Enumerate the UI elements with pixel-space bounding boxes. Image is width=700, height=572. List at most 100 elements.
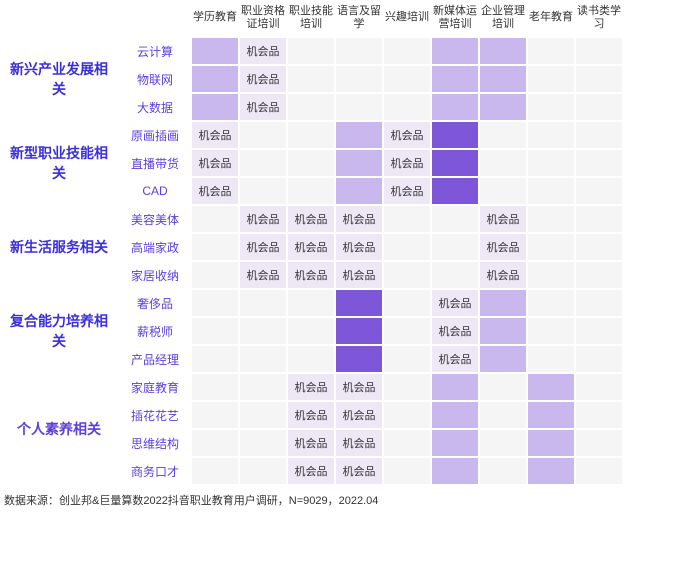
sub-label: 美容美体 (120, 206, 192, 234)
heat-cell (240, 346, 288, 374)
heat-cell (480, 374, 528, 402)
heat-cell (384, 374, 432, 402)
heat-cell: 机会品 (384, 178, 432, 206)
sub-label: 原画插画 (120, 122, 192, 150)
heat-cell: 机会品 (336, 234, 384, 262)
heat-cell (288, 38, 336, 66)
heat-cell (192, 38, 240, 66)
sub-label: 商务口才 (120, 458, 192, 486)
heat-cell (384, 262, 432, 290)
heat-cell (192, 402, 240, 430)
heat-cell (432, 66, 480, 94)
heat-cell: 机会品 (336, 458, 384, 486)
heat-cell (384, 346, 432, 374)
heat-cell: 机会品 (336, 262, 384, 290)
heat-cell (384, 290, 432, 318)
heat-cell (432, 402, 480, 430)
heat-cell: 机会品 (240, 206, 288, 234)
heat-cell: 机会品 (432, 290, 480, 318)
sub-label: 插花花艺 (120, 402, 192, 430)
heat-cell (288, 150, 336, 178)
heat-cell (528, 430, 576, 458)
heat-cell (576, 346, 624, 374)
heat-cell (336, 346, 384, 374)
group-label: 新生活服务相关 (0, 206, 120, 290)
heat-cell (336, 122, 384, 150)
heat-cell (192, 346, 240, 374)
source-note: 数据来源：创业邦&巨量算数2022抖音职业教育用户调研，N=9029，2022.… (0, 486, 700, 508)
heat-cell (480, 290, 528, 318)
heat-cell: 机会品 (384, 150, 432, 178)
heat-cell (432, 430, 480, 458)
heat-cell (288, 94, 336, 122)
heat-cell (432, 262, 480, 290)
sub-label: 直播带货 (120, 150, 192, 178)
heat-cell (528, 234, 576, 262)
column-header: 职业技能培训 (288, 0, 336, 38)
heat-cell (576, 458, 624, 486)
heat-cell (432, 122, 480, 150)
heat-cell (432, 206, 480, 234)
heat-cell (480, 66, 528, 94)
heat-cell (192, 458, 240, 486)
heat-cell (384, 234, 432, 262)
column-header: 学历教育 (192, 0, 240, 38)
heat-cell: 机会品 (336, 402, 384, 430)
heat-cell: 机会品 (288, 430, 336, 458)
heat-cell (480, 458, 528, 486)
heat-cell (528, 458, 576, 486)
heat-cell (576, 150, 624, 178)
heat-cell: 机会品 (288, 374, 336, 402)
heat-cell (432, 150, 480, 178)
heat-cell (480, 94, 528, 122)
heat-cell (528, 206, 576, 234)
heat-cell (432, 178, 480, 206)
heat-cell (528, 178, 576, 206)
heat-cell (384, 318, 432, 346)
heat-cell (576, 318, 624, 346)
heat-cell (192, 430, 240, 458)
heat-cell: 机会品 (480, 262, 528, 290)
heat-cell (576, 66, 624, 94)
heat-cell (528, 66, 576, 94)
heat-cell: 机会品 (192, 122, 240, 150)
heat-cell (288, 346, 336, 374)
column-header: 老年教育 (528, 0, 576, 38)
heat-cell (192, 234, 240, 262)
sub-label: 高端家政 (120, 234, 192, 262)
column-header: 职业资格证培训 (240, 0, 288, 38)
heat-cell (576, 234, 624, 262)
heat-cell (384, 94, 432, 122)
heat-cell (192, 206, 240, 234)
heat-cell (576, 262, 624, 290)
heat-cell (480, 178, 528, 206)
heat-cell (480, 402, 528, 430)
heat-cell (480, 150, 528, 178)
heat-cell (480, 38, 528, 66)
heat-cell (288, 290, 336, 318)
heat-cell (288, 122, 336, 150)
heat-cell: 机会品 (480, 234, 528, 262)
heat-cell (384, 402, 432, 430)
heat-cell (576, 430, 624, 458)
heat-cell (528, 122, 576, 150)
column-header: 新媒体运营培训 (432, 0, 480, 38)
heat-cell (480, 122, 528, 150)
heat-cell: 机会品 (288, 402, 336, 430)
heat-cell (192, 374, 240, 402)
heat-cell (384, 66, 432, 94)
heat-cell (240, 458, 288, 486)
heat-cell: 机会品 (480, 206, 528, 234)
sub-label: 奢侈品 (120, 290, 192, 318)
heat-cell (576, 122, 624, 150)
heat-cell (576, 38, 624, 66)
heat-cell (480, 318, 528, 346)
heat-cell (288, 318, 336, 346)
heat-cell: 机会品 (240, 94, 288, 122)
group-label: 复合能力培养相关 (0, 290, 120, 374)
heat-cell (240, 402, 288, 430)
sub-label: 云计算 (120, 38, 192, 66)
heat-cell (384, 206, 432, 234)
heat-cell (528, 38, 576, 66)
heat-cell (432, 94, 480, 122)
